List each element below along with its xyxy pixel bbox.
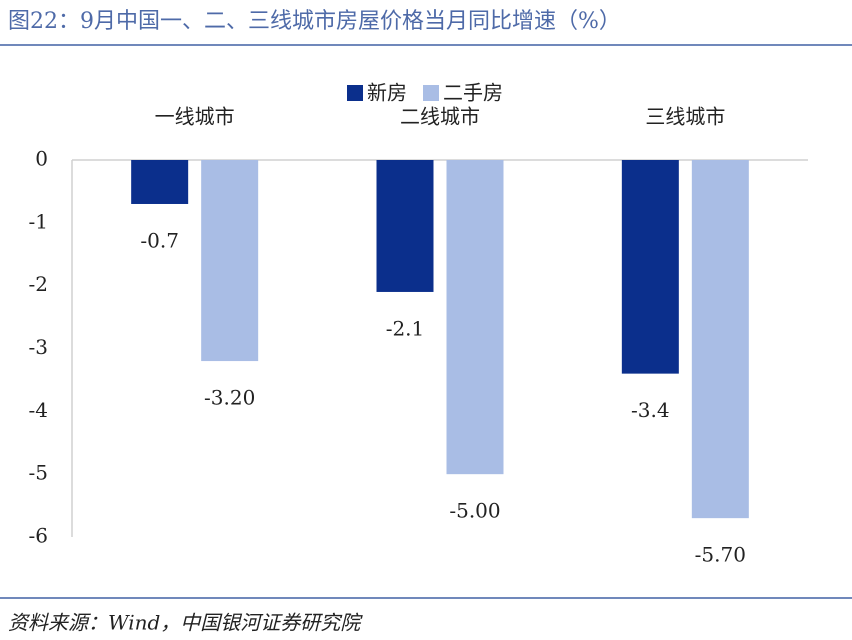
bar	[131, 160, 189, 204]
legend-label: 新房	[367, 81, 407, 105]
x-tick-label: 三线城市	[645, 105, 725, 129]
bar	[446, 160, 504, 475]
source: 资料来源：Wind，中国银河证券研究院	[8, 611, 363, 635]
data-label: -3.20	[204, 386, 255, 410]
y-tick-label: -1	[29, 209, 48, 233]
bar	[201, 160, 259, 362]
data-label: -2.1	[386, 316, 425, 340]
y-tick-label: -4	[29, 398, 48, 422]
legend-swatch	[423, 85, 439, 101]
y-tick-label: -3	[29, 335, 48, 359]
x-tick-label: 二线城市	[400, 105, 480, 129]
data-label: -0.7	[140, 228, 179, 252]
y-tick-label: -5	[29, 461, 48, 485]
chart-title: 图22：9月中国一、二、三线城市房屋价格当月同比增速（%）	[8, 9, 621, 34]
bar	[376, 160, 434, 292]
x-tick-label: 一线城市	[155, 105, 235, 129]
bar	[621, 160, 679, 374]
data-label: -3.4	[631, 398, 670, 422]
y-tick-label: -2	[29, 272, 48, 296]
legend-label: 二手房	[443, 81, 503, 105]
legend-swatch	[347, 85, 363, 101]
data-label: -5.00	[449, 499, 500, 523]
y-tick-label: 0	[35, 147, 48, 171]
y-tick-label: -6	[29, 524, 48, 548]
data-label: -5.70	[695, 543, 746, 567]
bar	[691, 160, 749, 519]
